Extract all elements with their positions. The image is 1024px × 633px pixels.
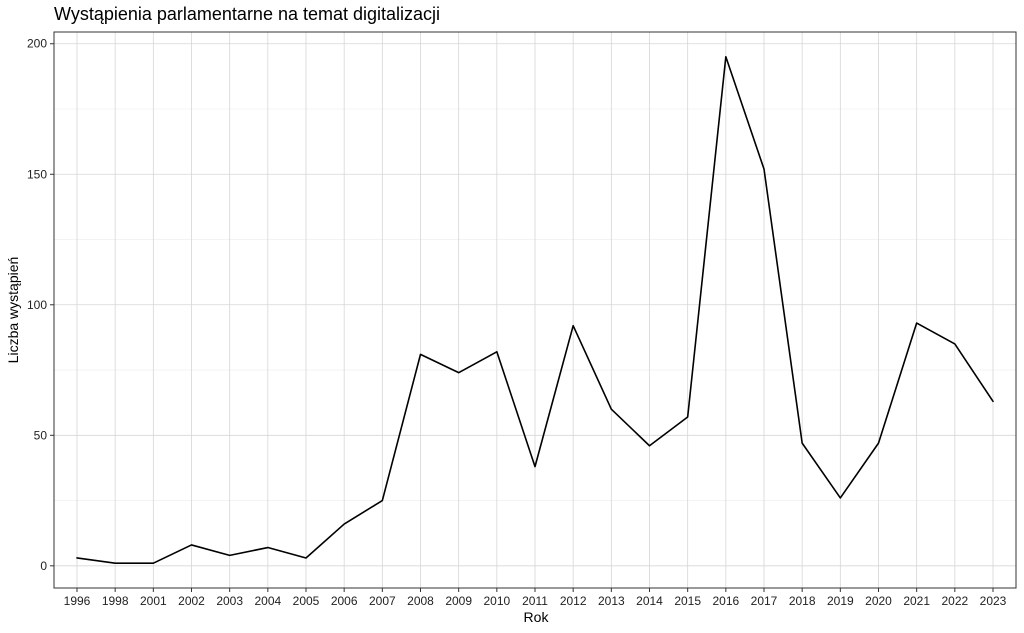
x-tick-label: 2013 (598, 594, 625, 608)
y-axis-title: Liczba wystąpień (5, 257, 21, 364)
x-tick-label: 2001 (140, 594, 167, 608)
x-tick-label: 2011 (522, 594, 548, 608)
chart-title: Wystąpienia parlamentarne na temat digit… (54, 4, 440, 24)
major-gridlines (54, 32, 1016, 588)
x-tick-label: 2005 (293, 594, 320, 608)
x-tick-label: 2017 (751, 594, 778, 608)
y-tick-label: 0 (40, 559, 47, 573)
x-tick-label: 2014 (636, 594, 663, 608)
y-tick-label: 150 (27, 167, 47, 181)
x-tick-label: 2006 (331, 594, 358, 608)
x-tick-label: 1998 (102, 594, 129, 608)
x-tick-label: 2008 (407, 594, 434, 608)
x-tick-label: 2016 (712, 594, 739, 608)
y-axis: 0 50 100 150 200 (27, 37, 54, 573)
x-tick-label: 2007 (369, 594, 396, 608)
x-axis: 1996 1998 2001 2002 2003 2004 2005 2006 2007 2008… (64, 588, 1007, 608)
x-tick-label: 2020 (865, 594, 892, 608)
x-tick-label: 2019 (827, 594, 854, 608)
x-tick-label: 2015 (674, 594, 701, 608)
x-tick-label: 2003 (216, 594, 243, 608)
x-axis-title: Rok (524, 609, 550, 625)
y-tick-label: 100 (27, 298, 47, 312)
x-tick-label: 2022 (941, 594, 968, 608)
x-tick-label: 2012 (560, 594, 587, 608)
y-tick-label: 200 (27, 37, 47, 51)
y-tick-label: 50 (34, 428, 48, 442)
x-tick-label: 2010 (483, 594, 510, 608)
x-tick-label: 2021 (903, 594, 930, 608)
x-tick-label: 2004 (254, 594, 281, 608)
x-tick-label: 2023 (980, 594, 1007, 608)
x-tick-label: 1996 (64, 594, 91, 608)
series-line (76, 56, 994, 564)
x-tick-label: 2009 (445, 594, 472, 608)
x-tick-label: 2002 (178, 594, 205, 608)
x-tick-label: 2018 (789, 594, 816, 608)
